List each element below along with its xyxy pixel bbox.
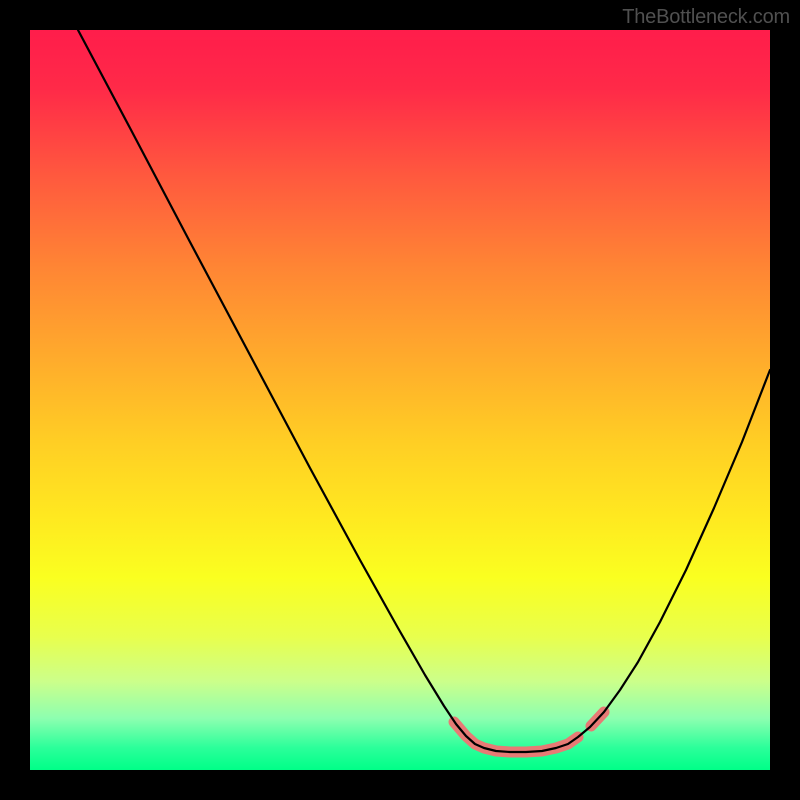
bottleneck-chart <box>30 30 770 770</box>
watermark-text: TheBottleneck.com <box>622 6 790 29</box>
gradient-background <box>30 30 770 770</box>
chart-svg <box>30 30 770 770</box>
